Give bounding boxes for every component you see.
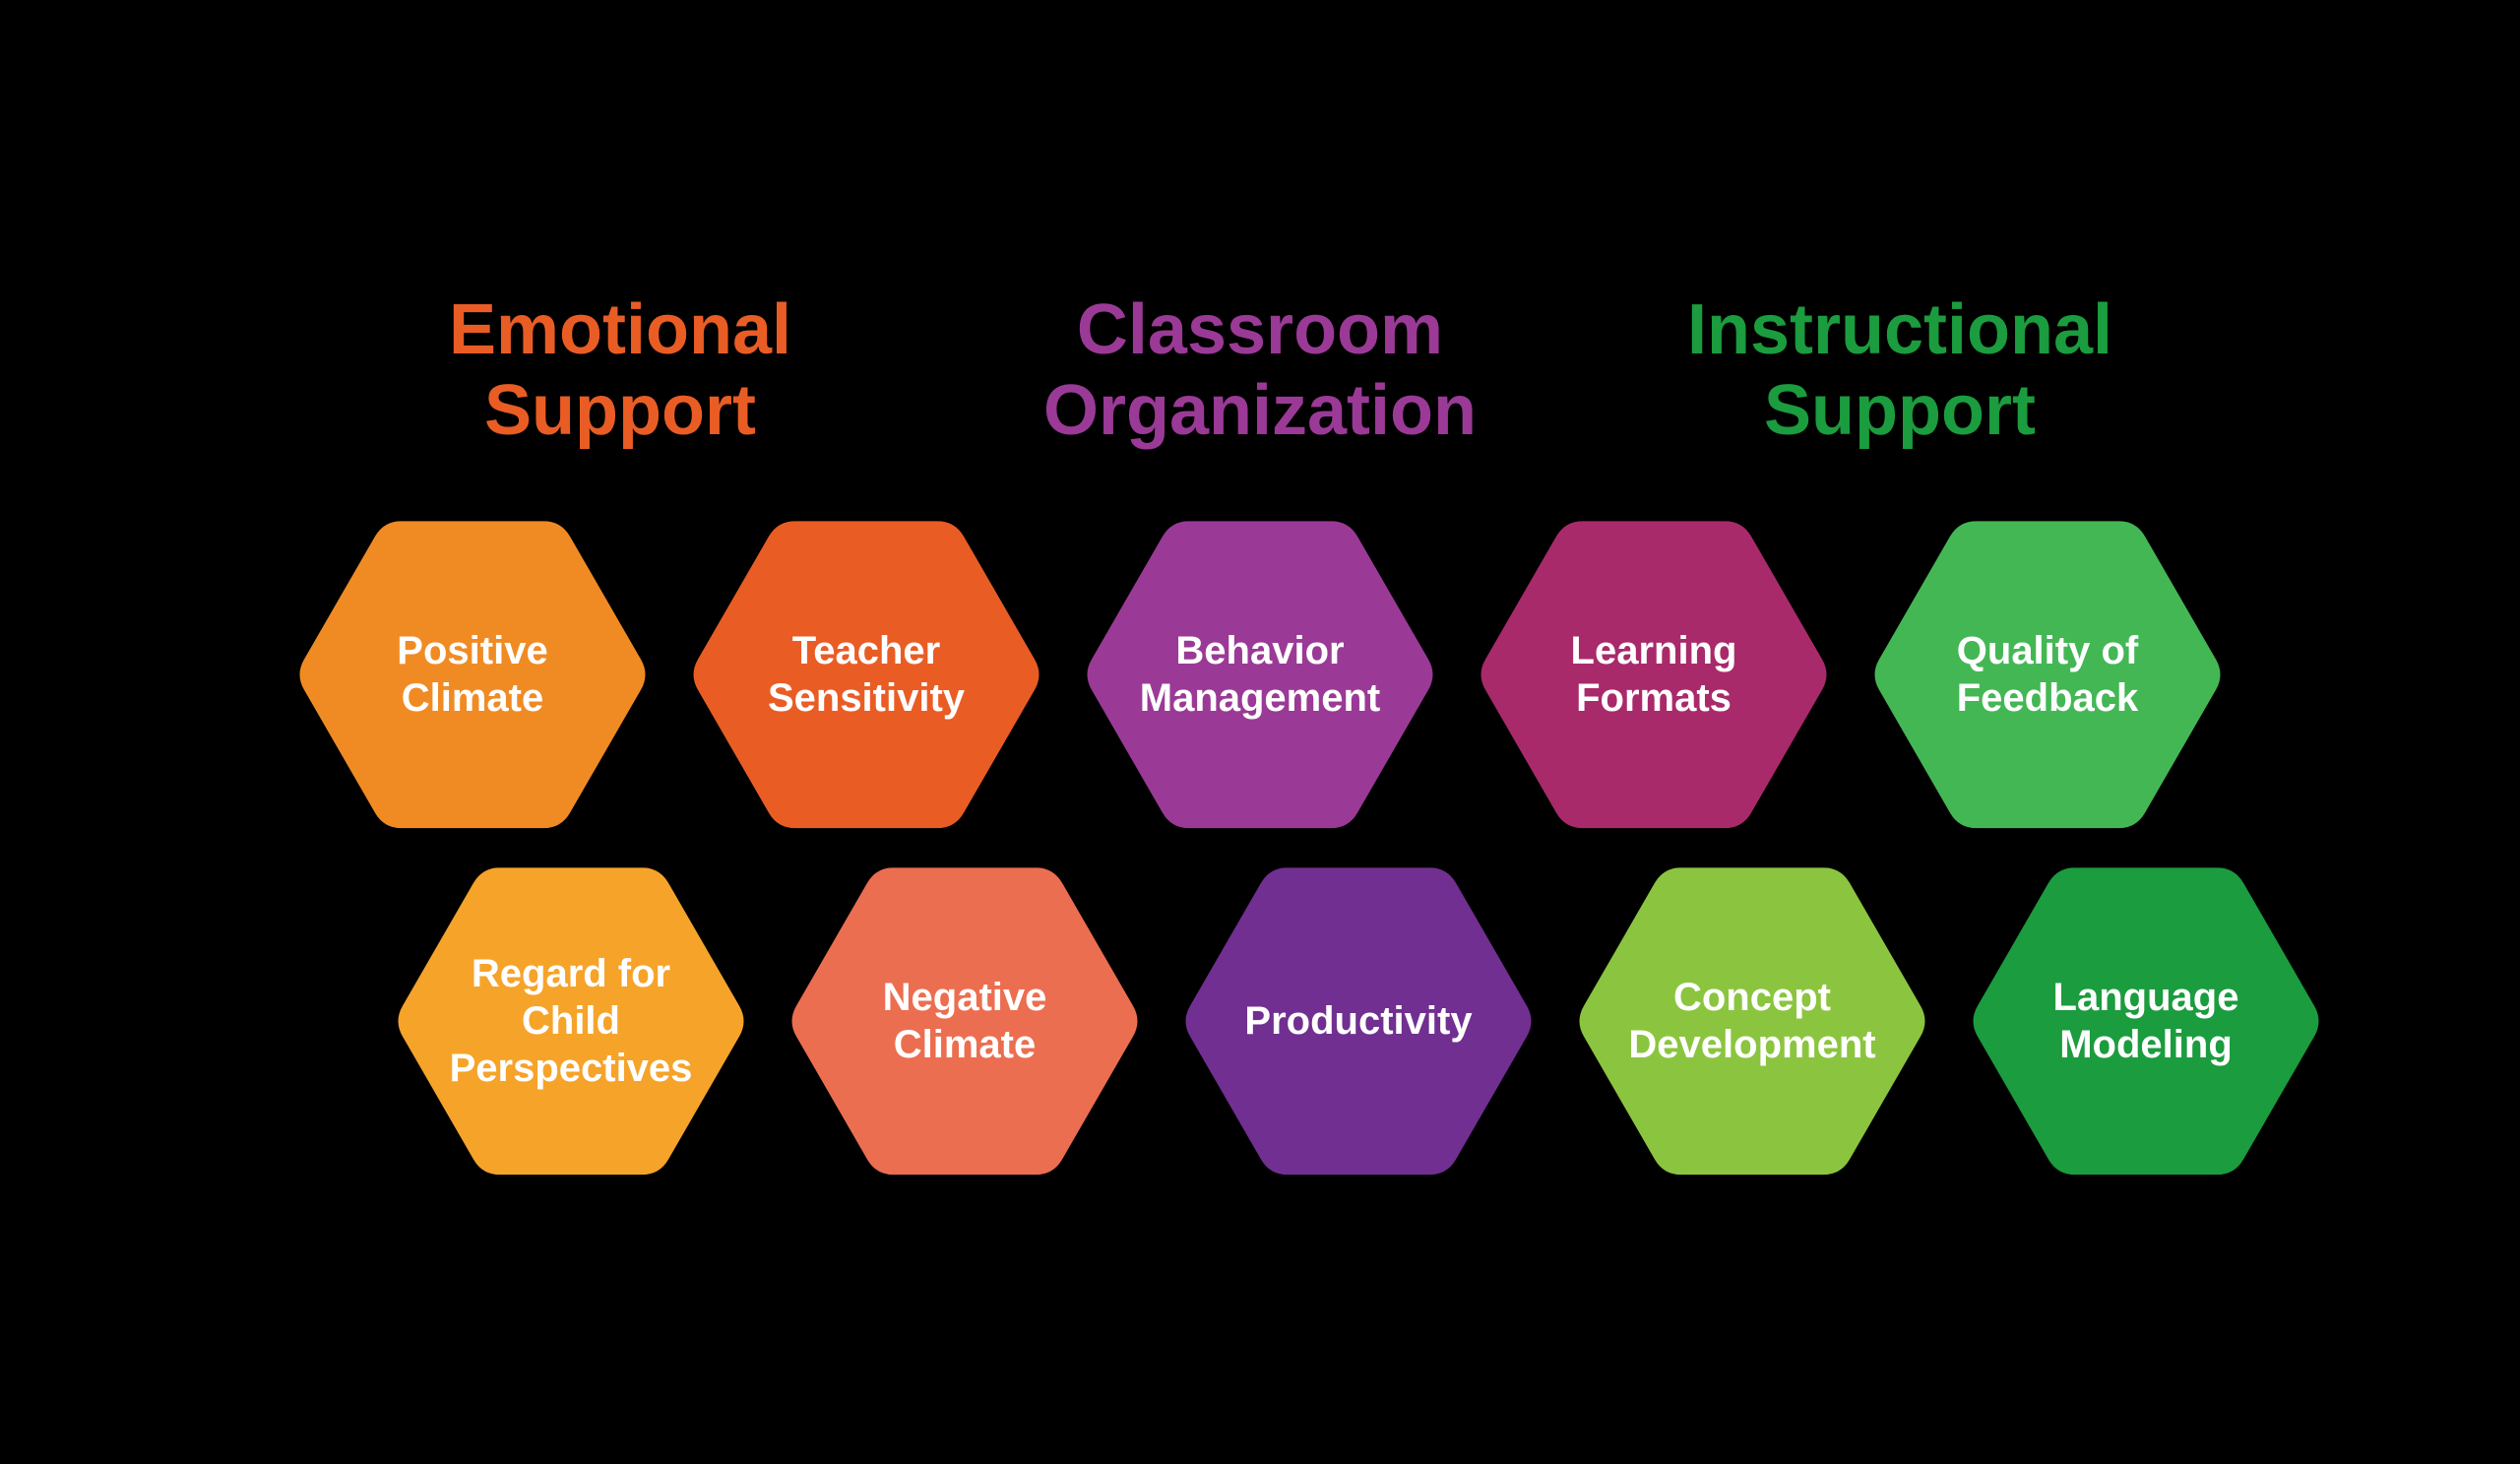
hex-label: Teacher Sensitivity bbox=[740, 627, 992, 722]
hex-language-modeling: Language Modeling bbox=[1969, 867, 2323, 1175]
hex-concept-development: Concept Development bbox=[1575, 867, 1929, 1175]
hex-row-2: Regard for Child Perspectives Negative Cl… bbox=[394, 867, 2323, 1175]
header-line: Instructional bbox=[1644, 289, 2156, 371]
hex-negative-climate: Negative Climate bbox=[788, 867, 1142, 1175]
category-headers: Emotional Support Classroom Organization… bbox=[177, 289, 2343, 453]
hex-label: Regard for Child Perspectives bbox=[422, 950, 721, 1092]
hex-label: Productivity bbox=[1217, 997, 1499, 1045]
header-line: Support bbox=[364, 371, 876, 453]
hex-label: Language Modeling bbox=[2026, 974, 2267, 1068]
header-line: Support bbox=[1644, 371, 2156, 453]
diagram-stage: Emotional Support Classroom Organization… bbox=[177, 289, 2343, 1176]
hex-label: Concept Development bbox=[1601, 974, 1903, 1068]
hex-rows: Positive Climate Teacher Sensitivity Behav… bbox=[177, 521, 2343, 1175]
hex-quality-feedback: Quality of Feedback bbox=[1870, 521, 2225, 828]
header-line: Emotional bbox=[364, 289, 876, 371]
header-classroom-organization: Classroom Organization bbox=[994, 289, 1526, 453]
hex-positive-climate: Positive Climate bbox=[295, 521, 650, 828]
hex-row-1: Positive Climate Teacher Sensitivity Behav… bbox=[295, 521, 2225, 828]
hex-learning-formats: Learning Formats bbox=[1477, 521, 1831, 828]
header-line: Classroom bbox=[994, 289, 1526, 371]
hex-teacher-sensitivity: Teacher Sensitivity bbox=[689, 521, 1043, 828]
hex-label: Positive Climate bbox=[369, 627, 575, 722]
hex-productivity: Productivity bbox=[1181, 867, 1536, 1175]
hex-label: Learning Formats bbox=[1544, 627, 1765, 722]
header-line: Organization bbox=[994, 371, 1526, 453]
header-instructional-support: Instructional Support bbox=[1644, 289, 2156, 453]
hex-label: Negative Climate bbox=[855, 974, 1075, 1068]
header-emotional-support: Emotional Support bbox=[364, 289, 876, 453]
hex-label: Behavior Management bbox=[1112, 627, 1409, 722]
hex-behavior-management: Behavior Management bbox=[1083, 521, 1437, 828]
hex-label: Quality of Feedback bbox=[1929, 627, 2167, 722]
hex-regard-perspectives: Regard for Child Perspectives bbox=[394, 867, 748, 1175]
